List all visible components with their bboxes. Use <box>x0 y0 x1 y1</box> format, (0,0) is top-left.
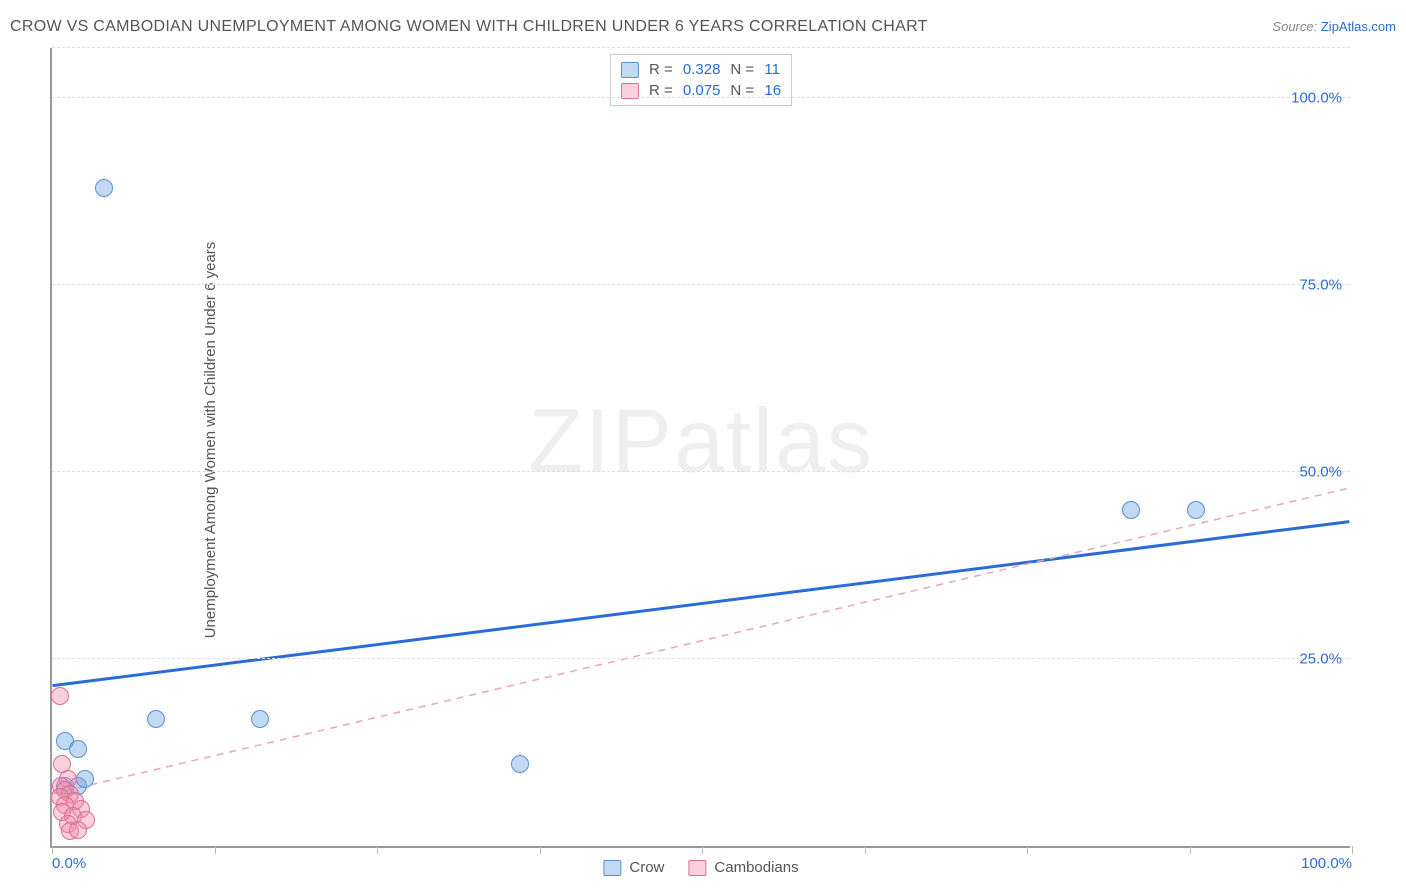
chart-plot-area: ZIPatlas R = 0.328N = 11R = 0.075N = 16 … <box>50 48 1350 848</box>
source-link[interactable]: ZipAtlas.com <box>1321 19 1396 34</box>
data-point <box>511 755 529 773</box>
x-tick <box>377 846 378 854</box>
legend-swatch <box>621 83 639 99</box>
x-tick <box>702 846 703 854</box>
y-tick-label: 50.0% <box>1299 464 1342 481</box>
legend-stat: N = 11 <box>730 61 780 78</box>
data-point <box>147 710 165 728</box>
source-label: Source: <box>1272 19 1317 34</box>
y-tick-label: 100.0% <box>1291 90 1342 107</box>
legend-swatch <box>603 860 621 876</box>
chart-title: CROW VS CAMBODIAN UNEMPLOYMENT AMONG WOM… <box>10 18 928 36</box>
data-point <box>69 821 87 839</box>
gridline-horizontal <box>52 658 1350 659</box>
data-point <box>95 179 113 197</box>
legend-series-label: Crow <box>629 859 664 876</box>
x-tick-label: 0.0% <box>52 855 86 872</box>
y-tick-label: 75.0% <box>1299 277 1342 294</box>
legend-series-item: Crow <box>603 859 664 876</box>
legend-stats-row: R = 0.328 N = 11 <box>621 59 781 80</box>
legend-series-item: Cambodians <box>688 859 798 876</box>
data-point <box>251 710 269 728</box>
x-tick-label: 100.0% <box>1301 855 1352 872</box>
trend-line <box>53 488 1350 794</box>
data-point <box>51 687 69 705</box>
trend-lines-layer <box>52 48 1350 846</box>
data-point <box>1187 501 1205 519</box>
x-tick <box>1190 846 1191 854</box>
x-tick <box>865 846 866 854</box>
data-point <box>1122 501 1140 519</box>
x-tick <box>215 846 216 854</box>
x-tick <box>1027 846 1028 854</box>
legend-stat: R = 0.328 <box>649 61 720 78</box>
trend-line <box>53 522 1350 686</box>
gridline-horizontal <box>52 471 1350 472</box>
legend-swatch <box>621 62 639 78</box>
watermark: ZIPatlas <box>528 390 874 493</box>
source-attribution: Source: ZipAtlas.com <box>1272 19 1396 34</box>
y-tick-label: 25.0% <box>1299 651 1342 668</box>
gridline-horizontal <box>52 47 1350 48</box>
legend-series-label: Cambodians <box>714 859 798 876</box>
x-tick <box>52 846 53 854</box>
watermark-part-b: atlas <box>674 391 874 491</box>
data-point <box>76 770 94 788</box>
x-tick <box>1352 846 1353 854</box>
gridline-horizontal <box>52 97 1350 98</box>
x-tick <box>540 846 541 854</box>
watermark-part-a: ZIP <box>528 391 674 491</box>
legend-swatch <box>688 860 706 876</box>
data-point <box>69 740 87 758</box>
legend-series: Crow Cambodians <box>603 859 798 876</box>
gridline-horizontal <box>52 284 1350 285</box>
